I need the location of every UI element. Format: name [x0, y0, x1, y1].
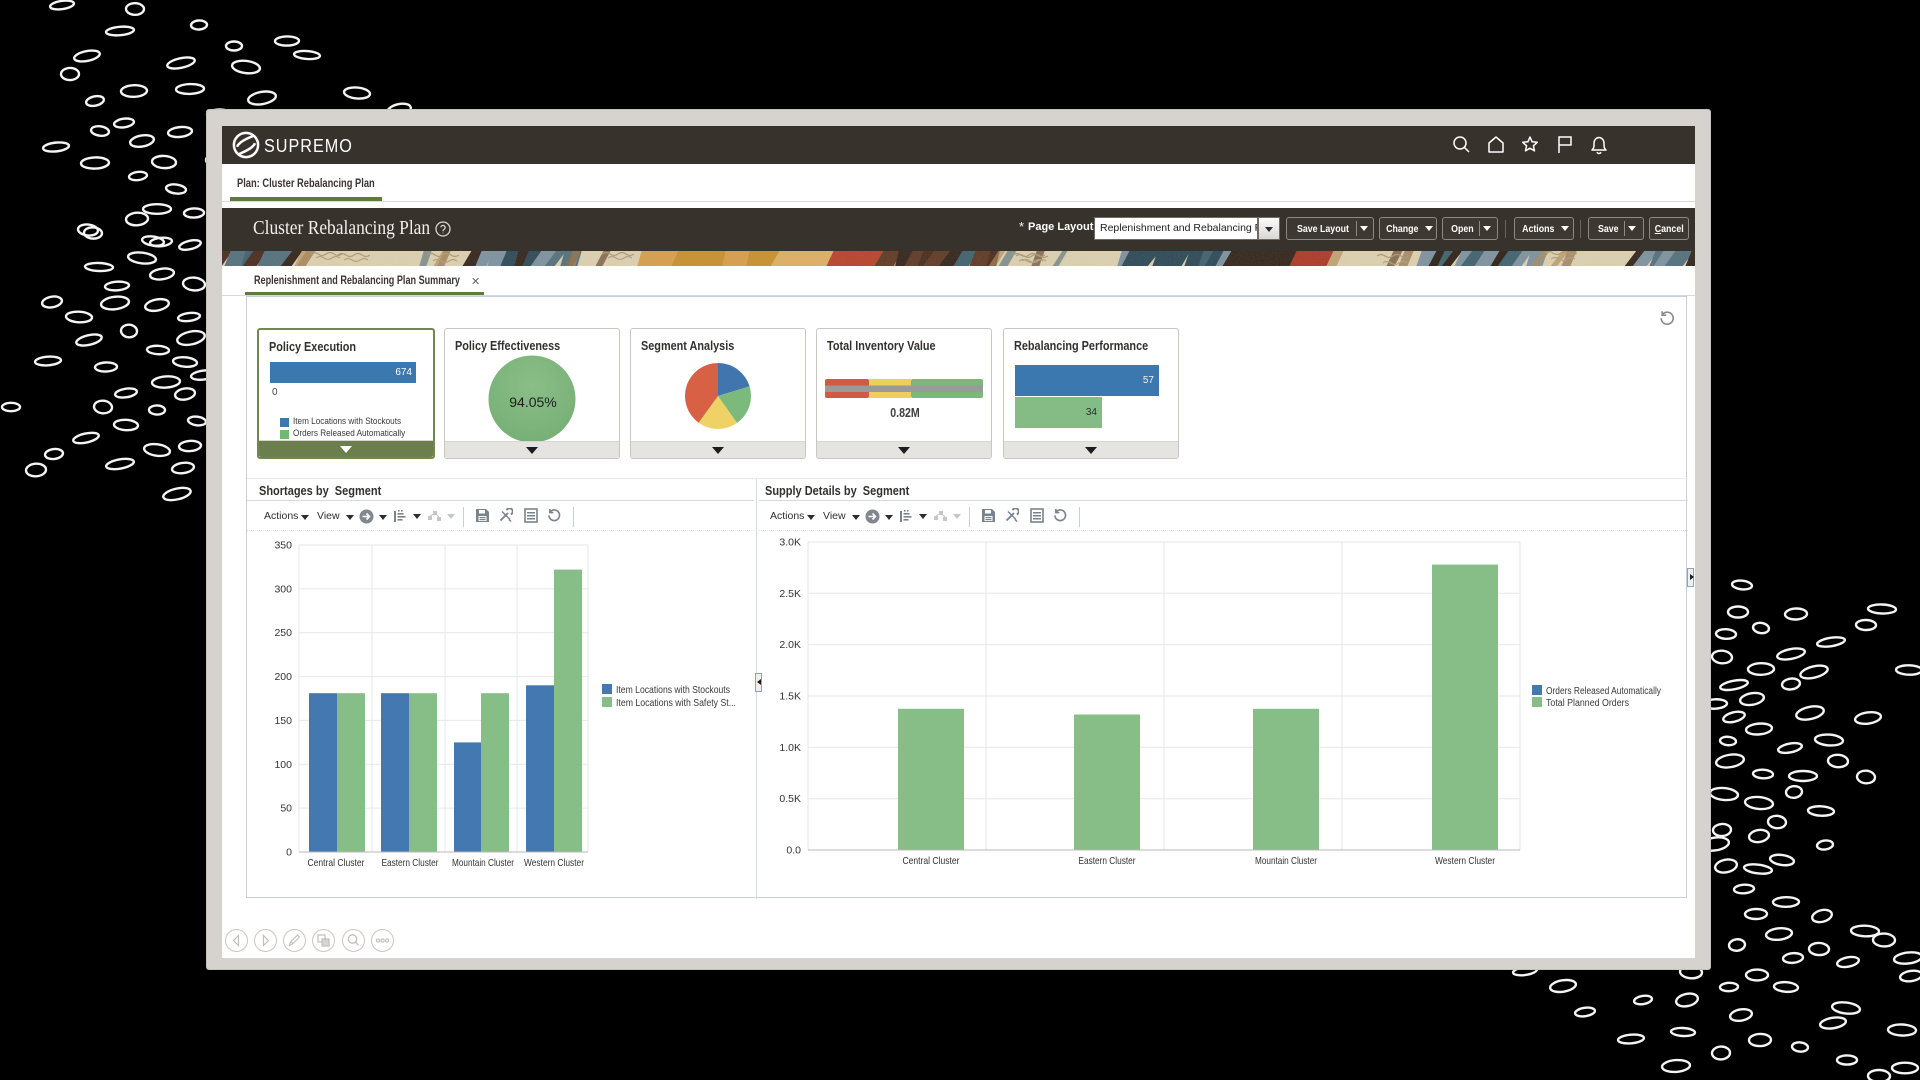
svg-text:2.5K: 2.5K	[779, 588, 801, 600]
svg-text:0.5K: 0.5K	[779, 793, 801, 805]
svg-text:Mountain Cluster: Mountain Cluster	[452, 858, 514, 869]
svg-text:Item Locations with Safety St.: Item Locations with Safety St...	[616, 698, 736, 709]
svg-text:Orders Released Automatically: Orders Released Automatically	[1546, 686, 1661, 697]
svg-text:Eastern Cluster: Eastern Cluster	[382, 858, 439, 869]
svg-text:350: 350	[274, 540, 292, 552]
svg-text:0.0: 0.0	[786, 845, 801, 857]
svg-text:Mountain Cluster: Mountain Cluster	[1255, 856, 1317, 867]
svg-text:Eastern Cluster: Eastern Cluster	[1079, 856, 1136, 867]
svg-text:Central Cluster: Central Cluster	[903, 856, 960, 867]
svg-text:0: 0	[286, 847, 292, 859]
svg-text:Western Cluster: Western Cluster	[1435, 856, 1495, 867]
svg-text:150: 150	[274, 715, 292, 727]
svg-text:Total Planned Orders: Total Planned Orders	[1546, 698, 1629, 709]
svg-text:200: 200	[274, 671, 292, 683]
svg-text:300: 300	[274, 583, 292, 595]
svg-text:1.0K: 1.0K	[779, 742, 801, 754]
svg-text:1.5K: 1.5K	[779, 691, 801, 703]
svg-text:Central Cluster: Central Cluster	[308, 858, 365, 869]
svg-text:100: 100	[274, 759, 292, 771]
svg-text:50: 50	[280, 803, 292, 815]
svg-text:Western Cluster: Western Cluster	[524, 858, 584, 869]
svg-text:250: 250	[274, 627, 292, 639]
svg-text:3.0K: 3.0K	[779, 537, 801, 549]
svg-text:Item Locations with Stockouts: Item Locations with Stockouts	[616, 685, 730, 696]
svg-text:2.0K: 2.0K	[779, 639, 801, 651]
